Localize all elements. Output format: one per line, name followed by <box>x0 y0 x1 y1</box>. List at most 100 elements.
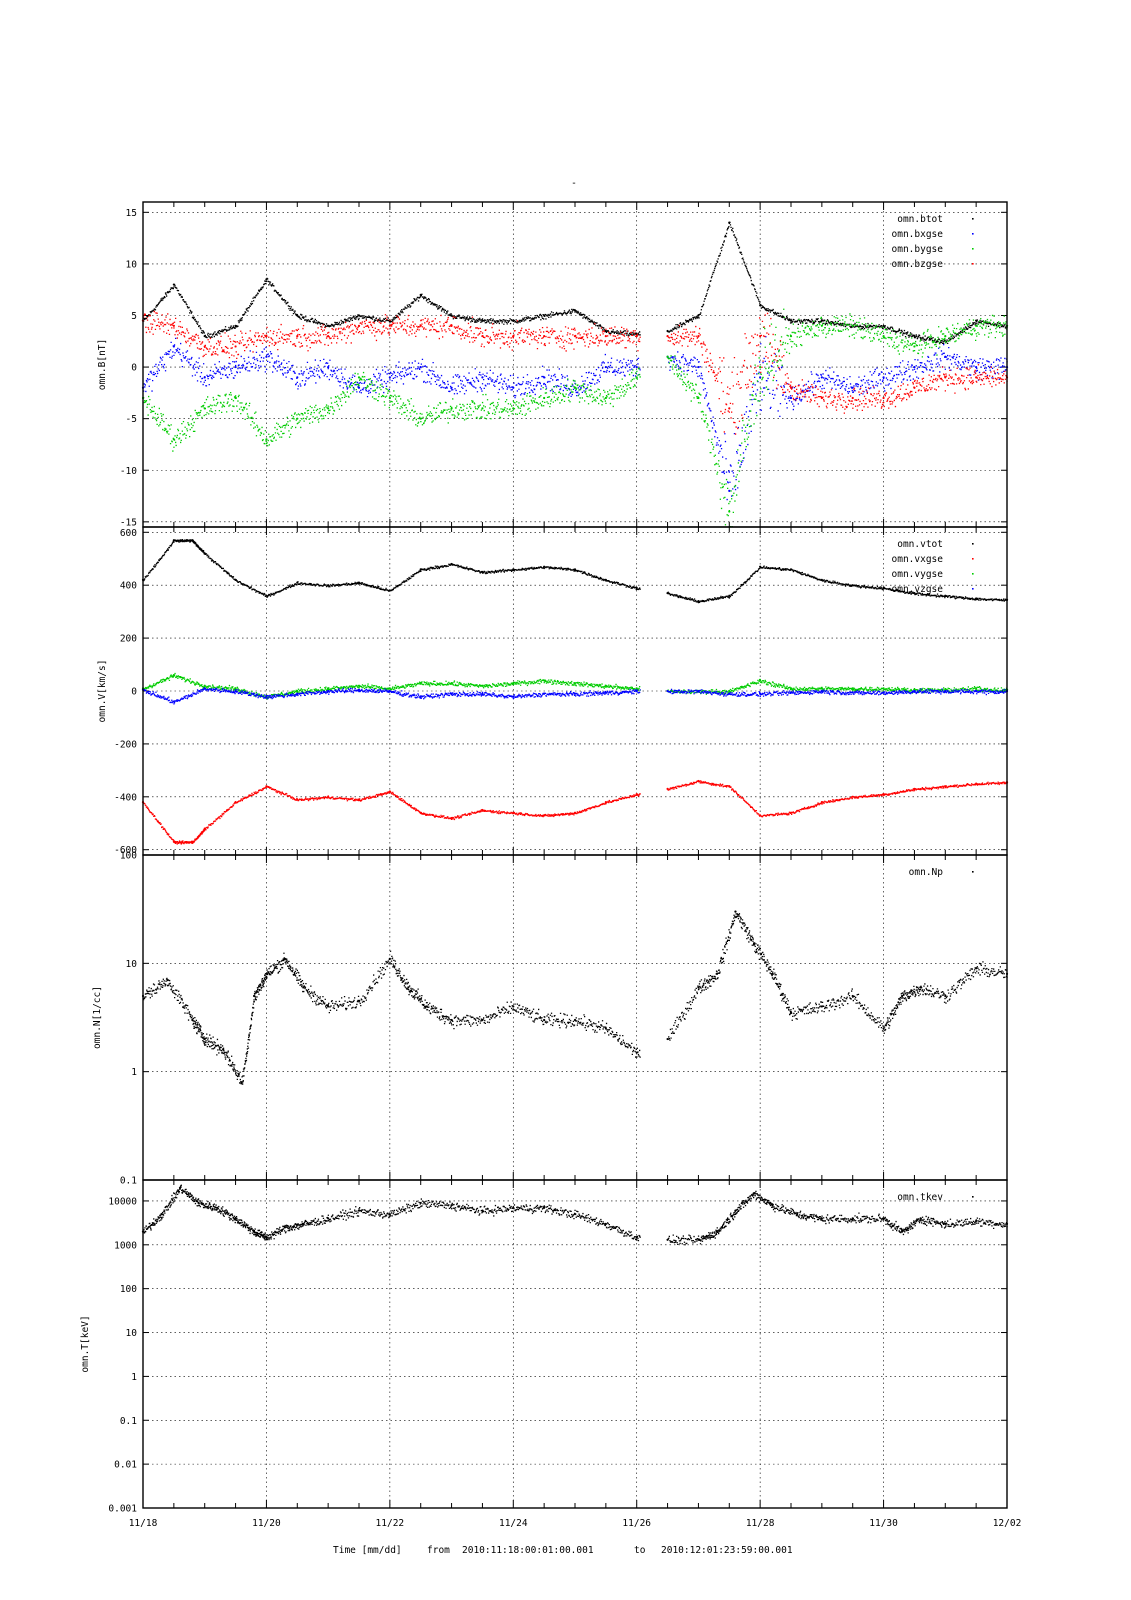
legend-label: omn.vtot <box>897 539 943 550</box>
data-point <box>388 376 391 379</box>
data-point <box>913 345 916 348</box>
panel-density: 0.1 1 10 100 omn.Np omn.N[1/cc] <box>92 851 1009 1187</box>
series-scatter <box>143 336 1008 501</box>
legend-label: omn.vygse <box>892 569 944 580</box>
y-tick-label: 0 <box>131 363 137 374</box>
legend-marker <box>972 588 974 590</box>
series-omn-bygse <box>141 308 1009 528</box>
data-point <box>265 355 268 358</box>
legend-marker <box>972 558 974 560</box>
y-tick-label: 10000 <box>108 1196 137 1207</box>
series-scatter <box>143 308 1008 528</box>
series-scatter <box>143 539 1008 604</box>
data-point <box>820 376 823 379</box>
data-point <box>357 376 361 379</box>
x-tick-labels: 11/18 11/20 11/22 11/24 11/26 11/28 11/30 12/02 <box>129 1518 1022 1529</box>
y-axis-label: omn.V[km/s] <box>97 660 108 723</box>
y-tick-label: 1 <box>131 1372 137 1383</box>
legend-marker <box>972 248 974 250</box>
data-point <box>666 335 669 338</box>
data-point <box>234 345 237 348</box>
series-omn-Np <box>141 910 1009 1085</box>
y-tick-label: 0.1 <box>120 1176 137 1187</box>
legend-marker <box>972 573 974 575</box>
y-tick-label: -5 <box>126 414 137 425</box>
legend-label: omn.vxgse <box>892 554 944 565</box>
data-point <box>697 365 700 369</box>
y-tick-label: 0.001 <box>108 1504 137 1515</box>
data-point <box>604 396 607 400</box>
y-tick-label: 1000 <box>114 1240 137 1251</box>
series-omn-bxgse <box>141 336 1009 501</box>
figure-title: - <box>571 178 577 189</box>
panel-magnetic-field: -15 -10 -5 0 5 10 15 omn.btot omn.bxgse omn.bygse… <box>97 201 1009 528</box>
data-point <box>481 376 484 379</box>
y-tick-label: 10 <box>126 959 138 970</box>
legend-label: omn.bxgse <box>892 229 944 240</box>
y-axis-label: omn.T[keV] <box>80 1315 91 1372</box>
footer-to-value: 2010:12:01:23:59:00.001 <box>661 1545 793 1556</box>
series-omn-btot <box>141 221 1009 345</box>
data-point <box>543 335 546 338</box>
x-tick-label: 12/02 <box>993 1518 1022 1529</box>
legend-marker <box>972 1196 974 1198</box>
y-tick-label: 400 <box>120 581 137 592</box>
data-point <box>388 396 391 400</box>
y-tick-label: 200 <box>120 634 137 645</box>
y-tick-label: 0 <box>131 687 137 698</box>
data-point <box>234 365 237 369</box>
y-tick-label: 0.01 <box>114 1460 137 1471</box>
footer-to-label: to <box>634 1545 646 1556</box>
data-point <box>728 489 731 492</box>
series-scatter <box>143 780 1008 845</box>
data-point <box>481 407 484 410</box>
legend-label: omn.btot <box>897 214 943 225</box>
x-tick-label: 11/26 <box>622 1518 651 1529</box>
panel-frame <box>142 1179 1008 1509</box>
y-axis-label: omn.N[1/cc] <box>92 986 103 1049</box>
x-tick-label: 11/28 <box>746 1518 775 1529</box>
data-point <box>327 365 330 369</box>
data-point <box>635 1051 638 1054</box>
legend-label: omn.bygse <box>892 244 944 255</box>
panel-frame <box>142 201 1008 528</box>
series-omn-vtot <box>141 539 1009 604</box>
data-point <box>357 1209 361 1212</box>
series-scatter <box>143 310 1008 435</box>
series-omn-bzgse <box>141 310 1009 435</box>
legend-label: omn.tkev <box>897 1192 943 1203</box>
panel-velocity: -600 -400 -200 0 200 400 600 omn.vtot omn.vxgse o… <box>97 526 1009 856</box>
data-point <box>635 365 638 369</box>
series-omn-vzgse <box>141 687 1009 705</box>
legend-marker <box>972 218 974 220</box>
data-point <box>851 994 854 998</box>
series-omn-vxgse <box>141 779 1009 845</box>
legend-label: omn.bzgse <box>892 259 944 270</box>
data-point <box>882 396 885 400</box>
y-tick-label: 10 <box>126 259 138 270</box>
data-point <box>296 417 299 420</box>
x-tick-label: 11/30 <box>869 1518 898 1529</box>
data-point <box>944 335 947 338</box>
data-point <box>789 386 793 389</box>
legend-marker <box>972 263 974 265</box>
series-scatter <box>143 910 1008 1085</box>
data-point <box>265 438 268 441</box>
y-tick-label: 100 <box>120 851 137 862</box>
series-omn-tkev <box>141 1184 1009 1246</box>
y-tick-label: 10 <box>126 1328 138 1339</box>
data-point <box>975 324 978 327</box>
series-scatter <box>143 687 1008 705</box>
data-point <box>407 986 410 989</box>
data-point <box>604 1027 607 1030</box>
x-tick-label: 11/22 <box>376 1518 405 1529</box>
x-tick-label: 11/20 <box>252 1518 281 1529</box>
data-point <box>666 355 669 358</box>
data-point <box>851 396 854 400</box>
y-axis-label: omn.B[nT] <box>97 339 108 390</box>
legend-label: omn.Np <box>909 867 944 878</box>
footer-from-label: from <box>427 1545 450 1556</box>
legend-marker <box>972 543 974 545</box>
data-point <box>975 376 978 379</box>
